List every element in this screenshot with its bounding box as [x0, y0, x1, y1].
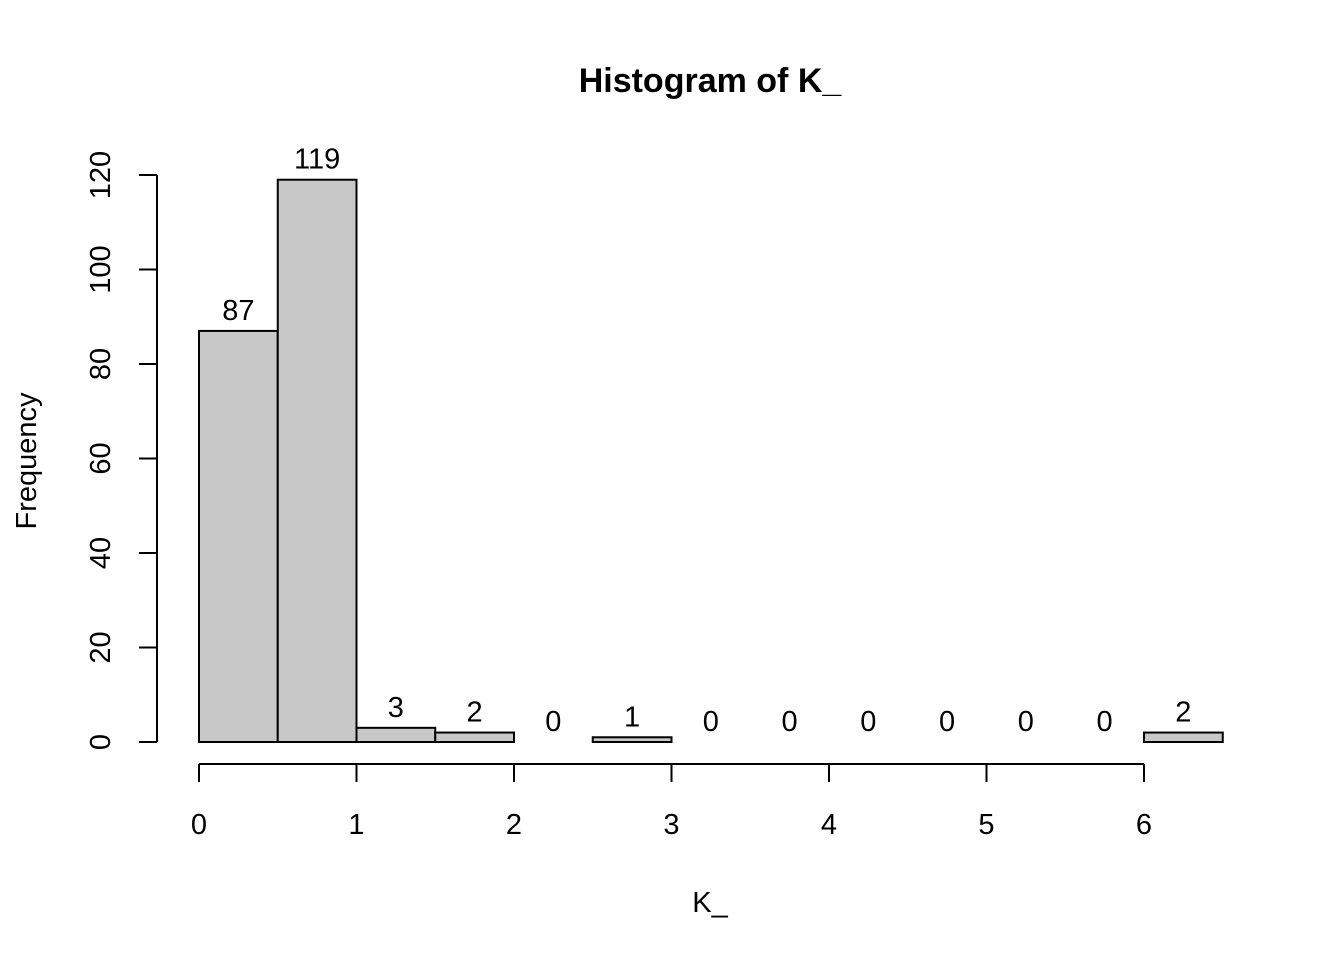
x-tick-label: 4: [821, 809, 837, 841]
bar-count-label: 1: [624, 701, 640, 733]
bar-count-label: 0: [703, 706, 719, 738]
histogram-bar: [198, 329, 279, 743]
x-axis: 0 1 2 3 4 5 6: [191, 763, 1152, 841]
x-tick-label: 1: [348, 809, 364, 841]
histogram-bar: [355, 726, 437, 744]
histogram-bar: [434, 731, 515, 743]
x-tick-label: 6: [1136, 809, 1152, 841]
bar-count-label: 0: [545, 706, 561, 738]
x-axis-title: K_: [692, 887, 728, 919]
y-tick-label: 0: [85, 734, 117, 750]
x-tick-label: 0: [191, 809, 207, 841]
histogram-bar: [591, 736, 673, 744]
bar-count-label: 0: [782, 706, 798, 738]
y-axis-title: Frequency: [11, 392, 43, 530]
bar-count-label: 87: [222, 295, 254, 327]
y-axis: 0 20 40 60 80 100 120: [85, 151, 158, 750]
bar-count-label: 119: [294, 144, 340, 176]
x-tick-label: 2: [506, 809, 522, 841]
bar-count-label: 2: [1175, 697, 1191, 729]
histogram-bar: [1143, 731, 1224, 743]
y-tick-label: 60: [85, 442, 117, 474]
x-tick-label: 3: [663, 809, 679, 841]
bar-labels-group: 87 119 3 2 0 1 0 0 0 0 0 0 2: [222, 144, 1191, 738]
chart-title: Histogram of K_: [579, 62, 843, 100]
y-tick-label: 20: [85, 631, 117, 663]
bar-count-label: 3: [388, 692, 404, 724]
bar-count-label: 0: [1018, 706, 1034, 738]
bar-count-label: 0: [860, 706, 876, 738]
bars-group: [198, 178, 1224, 744]
bar-count-label: 0: [939, 706, 955, 738]
x-tick-label: 5: [978, 809, 994, 841]
y-tick-label: 40: [85, 537, 117, 569]
bar-count-label: 2: [467, 697, 483, 729]
y-tick-label: 80: [85, 348, 117, 380]
y-tick-label: 100: [85, 245, 117, 293]
y-tick-label: 120: [85, 151, 117, 199]
histogram-bar: [276, 178, 358, 744]
bar-count-label: 0: [1097, 706, 1113, 738]
